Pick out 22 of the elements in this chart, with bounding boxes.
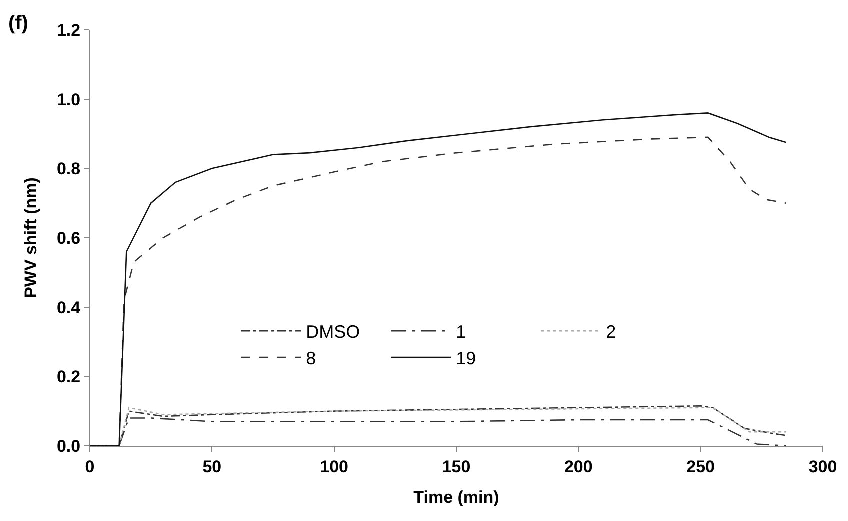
- x-tick-label: 50: [202, 457, 222, 476]
- x-tick-label: 100: [320, 457, 349, 476]
- legend-label: 2: [606, 322, 616, 342]
- legend-label: 8: [306, 348, 316, 368]
- y-tick-label: 1.0: [56, 90, 81, 110]
- x-axis-title: Time (min): [414, 488, 500, 507]
- x-tick-label: 250: [686, 457, 716, 476]
- chart-title: (f): [8, 12, 28, 35]
- y-tick-label: 0.8: [56, 160, 81, 179]
- legend-label: DMSO: [306, 322, 360, 342]
- x-tick-label: 0: [85, 457, 95, 476]
- y-tick-label: 0.6: [56, 228, 81, 248]
- y-tick-label: 1.2: [56, 20, 81, 40]
- legend-label: 19: [456, 348, 476, 368]
- y-tick-label: 0.0: [56, 436, 81, 456]
- legend-label: 1: [456, 322, 466, 342]
- y-tick-label: 0.4: [56, 298, 82, 318]
- y-axis-title: PWV shift (nm): [22, 178, 41, 298]
- x-tick-label: 200: [564, 457, 593, 476]
- x-tick-label: 300: [808, 457, 838, 476]
- x-tick-label: 150: [442, 457, 471, 476]
- y-tick-label: 0.2: [56, 368, 81, 387]
